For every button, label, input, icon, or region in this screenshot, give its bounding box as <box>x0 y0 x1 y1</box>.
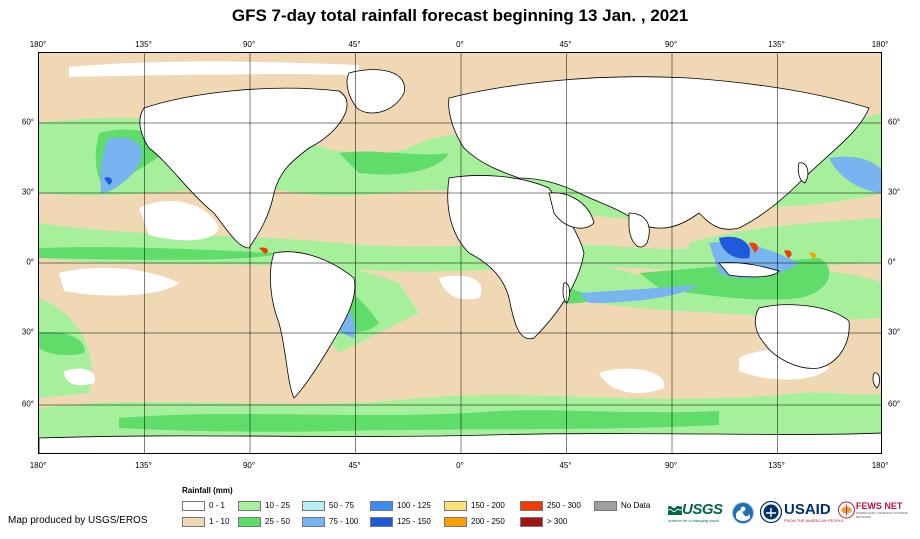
legend-label: 25 - 50 <box>265 517 290 526</box>
usgs-logo: USGS science for a changing world <box>668 501 723 523</box>
legend-item: 10 - 25 <box>238 500 290 511</box>
legend-swatch <box>238 516 261 527</box>
legend-label: > 300 <box>547 517 568 526</box>
lon-tick-bottom: 0° <box>456 461 464 470</box>
lon-tick-top: 135° <box>768 40 785 49</box>
lon-tick-top: 45° <box>559 40 572 49</box>
rainfall-map <box>38 52 882 454</box>
japan <box>797 162 809 184</box>
lon-tick-bottom: 90° <box>242 461 256 470</box>
lon-tick-top: 45° <box>348 40 361 49</box>
lat-tick-right: 30° <box>888 187 901 197</box>
legend-label: 250 - 300 <box>547 501 581 510</box>
legend-label: 10 - 25 <box>265 501 290 510</box>
legend-item: 75 - 100 <box>302 516 358 527</box>
legend-swatch <box>238 500 261 511</box>
lon-tick-bottom: 45° <box>348 461 361 470</box>
lon-tick-top: 135° <box>135 40 152 49</box>
map-title: GFS 7-day total rainfall forecast beginn… <box>231 6 689 25</box>
lat-tick-right: 60° <box>888 117 901 127</box>
legend-item: > 300 <box>520 516 567 527</box>
legend-title: Rainfall (mm) <box>182 486 233 495</box>
lat-tick-right: 0° <box>888 257 896 267</box>
legend-item: 25 - 50 <box>238 516 290 527</box>
south-america <box>270 251 356 399</box>
lon-tick-bottom: 45° <box>559 461 572 470</box>
lat-tick-right: 60° <box>888 399 901 409</box>
legend-label: 75 - 100 <box>329 517 359 526</box>
usgs-wordmark: USGS <box>682 501 723 518</box>
lat-tick-left: 60° <box>21 399 34 409</box>
legend-label: 200 - 250 <box>471 517 505 526</box>
usgs-tagline: science for a changing world <box>668 518 719 523</box>
lon-tick-top: 180° <box>29 40 47 49</box>
rain-intense-areas <box>104 177 816 259</box>
legend-swatch <box>182 516 205 527</box>
legend-label: 0 - 1 <box>209 501 226 510</box>
legend-swatch <box>302 500 325 511</box>
usaid-seal-icon <box>760 501 782 523</box>
noaa-emblem-icon <box>732 502 754 524</box>
legend-item: 1 - 10 <box>182 516 229 527</box>
lon-tick-top: 0° <box>456 40 464 49</box>
fews-globe-icon <box>838 501 855 519</box>
legend-label: 1 - 10 <box>209 517 230 526</box>
legend-label: 150 - 200 <box>471 501 505 510</box>
fews-net-wordmark: FEWS NET <box>855 501 903 511</box>
legend-label: 100 - 125 <box>397 501 431 510</box>
usaid-tagline: FROM THE AMERICAN PEOPLE <box>784 518 844 523</box>
lon-tick-top: 180° <box>871 40 889 49</box>
legend-label: 50 - 75 <box>329 501 354 510</box>
legend-swatch <box>444 516 467 527</box>
lon-tick-bottom: 135° <box>135 461 152 470</box>
lat-tick-right: 30° <box>888 327 901 337</box>
legend-item: 150 - 200 <box>444 500 505 511</box>
legend-item: 250 - 300 <box>520 500 581 511</box>
noaa-logo <box>732 502 754 524</box>
greenland <box>346 69 405 114</box>
lat-tick-left: 30° <box>21 187 34 197</box>
rainfall-map-svg <box>39 53 881 453</box>
usaid-logo: USAID FROM THE AMERICAN PEOPLE <box>760 501 844 523</box>
legend-swatch <box>520 516 543 527</box>
legend-swatch <box>594 500 617 511</box>
continent-outlines <box>39 69 881 453</box>
lon-tick-top: 90° <box>664 40 678 49</box>
north-america <box>139 87 348 249</box>
legend-swatch <box>444 500 467 511</box>
lon-tick-bottom: 180° <box>29 461 47 470</box>
lon-tick-top: 90° <box>242 40 256 49</box>
legend-swatch <box>370 516 393 527</box>
legend-swatch <box>302 516 325 527</box>
africa <box>447 175 585 340</box>
lat-tick-left: 0° <box>26 257 34 267</box>
map-credit: Map produced by USGS/EROS <box>8 515 148 526</box>
usaid-wordmark: USAID <box>784 501 831 518</box>
fews-net-logo: FEWS NET FAMINE EARLY WARNING SYSTEMS NE… <box>838 501 920 519</box>
legend-item: 100 - 125 <box>370 500 431 511</box>
legend-swatch <box>370 500 393 511</box>
lon-tick-bottom: 180° <box>871 461 889 470</box>
usgs-wave-icon <box>668 505 682 515</box>
lon-tick-bottom: 135° <box>768 461 785 470</box>
australia <box>754 304 850 369</box>
fews-net-tagline: FAMINE EARLY WARNING SYSTEMS NETWORK <box>855 511 908 519</box>
legend-label: No Data <box>621 501 651 510</box>
india <box>628 212 650 248</box>
antarctica <box>39 432 881 453</box>
legend-item: 0 - 1 <box>182 500 225 511</box>
legend-item: 125 - 150 <box>370 516 431 527</box>
legend-item: 200 - 250 <box>444 516 505 527</box>
new-zealand <box>872 372 880 389</box>
legend-swatch <box>520 500 543 511</box>
europe-asia <box>448 76 870 230</box>
lon-tick-bottom: 90° <box>664 461 678 470</box>
legend-item: No Data <box>594 500 650 511</box>
lat-tick-left: 60° <box>21 117 34 127</box>
graticule <box>39 53 881 453</box>
legend-label: 125 - 150 <box>397 517 431 526</box>
legend-item: 50 - 75 <box>302 500 354 511</box>
legend-swatch <box>182 500 205 511</box>
lat-tick-left: 30° <box>21 327 34 337</box>
